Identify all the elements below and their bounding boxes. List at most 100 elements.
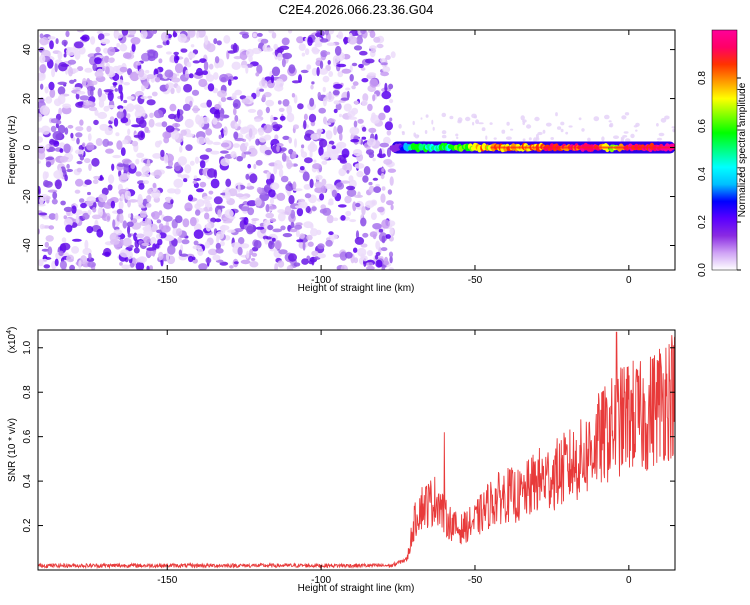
spectrogram-noise-blob	[126, 113, 131, 119]
spectrogram-noise-blob	[338, 168, 347, 177]
spectrogram-noise-blob	[280, 175, 289, 183]
spectrogram-noise-blob	[60, 200, 66, 206]
spectrogram-noise-blob	[194, 71, 205, 76]
spectrogram-noise-blob	[88, 163, 92, 171]
spectrogram-noise-blob	[372, 177, 379, 181]
spectrogram-noise-blob	[142, 180, 149, 185]
spectrogram-noise-blob	[162, 131, 172, 139]
spectrogram-noise-blob	[135, 61, 142, 66]
spectrogram-noise-blob	[233, 107, 237, 116]
spectrogram-noise-blob	[248, 128, 253, 138]
spectrogram-faint-blob	[431, 119, 434, 125]
spectrogram-faint-blob	[555, 112, 558, 117]
spectrogram-noise-blob	[309, 178, 314, 189]
spectrogram-noise-blob	[351, 85, 356, 90]
spectrogram-noise-blob	[380, 264, 387, 268]
spectrogram-noise-blob	[208, 63, 214, 70]
spectrogram-noise-blob	[223, 35, 231, 44]
spectrogram-noise-blob	[380, 173, 385, 180]
spectrogram-noise-blob	[206, 99, 212, 108]
spectrogram-noise-blob	[39, 197, 44, 205]
spectrogram-noise-blob	[246, 185, 255, 190]
spectrogram-faint-blob	[565, 131, 569, 135]
spectrogram-noise-blob	[382, 66, 391, 73]
spectrogram-noise-blob	[123, 164, 130, 173]
spectrogram-noise-blob	[160, 32, 169, 42]
spectrogram-noise-blob	[369, 30, 376, 38]
spectrogram-noise-blob	[52, 191, 58, 200]
spectrogram-noise-blob	[361, 136, 367, 140]
spectrogram-faint-blob	[545, 122, 552, 127]
spectrogram-noise-blob	[359, 50, 368, 56]
snr-y-tick-label: 0.2	[22, 518, 33, 532]
spectrogram-noise-blob	[268, 30, 275, 34]
spectrogram-noise-blob	[352, 81, 359, 86]
spectrogram-noise-blob	[133, 104, 141, 110]
spectrogram-noise-blob	[163, 154, 169, 164]
spectrogram-noise-blob	[48, 81, 55, 91]
spectrogram-noise-blob	[293, 262, 301, 267]
spectrogram-noise-blob	[246, 250, 250, 259]
spectrogram-noise-blob	[326, 143, 333, 148]
spectrogram-noise-blob	[126, 96, 135, 100]
spectrogram-noise-blob	[270, 182, 280, 190]
spectrogram-noise-blob	[177, 173, 182, 178]
spectrogram-noise-blob	[151, 188, 161, 199]
spectrogram-noise-blob	[198, 78, 208, 88]
spectrogram-x-tick-label: -150	[157, 275, 177, 286]
spectrogram-faint-blob	[505, 136, 512, 140]
spectrogram-noise-blob	[310, 84, 314, 90]
spectrogram-faint-blob	[520, 115, 525, 121]
spectrogram-noise-blob	[77, 66, 84, 72]
spectrogram-noise-blob	[264, 238, 269, 245]
spectrogram-noise-blob	[299, 166, 305, 171]
spectrogram-noise-blob	[344, 251, 353, 259]
spectrogram-x-tick-label: -100	[311, 275, 331, 286]
spectrogram-noise-blob	[110, 200, 116, 209]
spectrogram-noise-blob	[137, 256, 148, 263]
spectrogram-noise-blob	[375, 259, 383, 268]
spectrogram-noise-blob	[389, 255, 393, 264]
snr-x-label: Height of straight line (km)	[298, 583, 415, 594]
spectrogram-noise-blob	[133, 134, 141, 138]
spectrogram-noise-blob	[133, 232, 138, 242]
spectrogram-noise-blob	[165, 83, 169, 89]
spectrogram-noise-blob	[234, 115, 239, 123]
spectrogram-noise-blob	[278, 168, 284, 178]
spectrogram-noise-blob	[139, 119, 147, 128]
spectrogram-noise-blob	[58, 107, 62, 116]
spectrogram-noise-blob	[199, 181, 207, 188]
spectrogram-noise-blob	[102, 65, 107, 72]
spectrogram-noise-blob	[276, 192, 286, 201]
spectrogram-faint-blob	[401, 131, 405, 136]
spectrogram-noise-blob	[158, 58, 163, 64]
spectrogram-noise-blob	[58, 61, 68, 72]
spectrogram-noise-blob	[315, 32, 323, 37]
spectrogram-noise-blob	[386, 147, 392, 158]
spectrogram-y-tick-label: 40	[22, 44, 33, 56]
spectrogram-noise-blob	[115, 236, 121, 240]
spectrogram-noise-blob	[198, 168, 204, 176]
spectrogram-noise-blob	[160, 149, 165, 158]
spectrogram-noise-blob	[75, 132, 83, 138]
spectrogram-noise-blob	[366, 250, 373, 257]
spectrogram-noise-blob	[298, 74, 302, 83]
spectrogram-noise-blob	[241, 33, 250, 39]
spectrogram-noise-blob	[307, 241, 314, 247]
spectrogram-noise-blob	[268, 240, 275, 250]
spectrogram-noise-blob	[104, 55, 110, 63]
spectrogram-noise-blob	[79, 198, 85, 203]
spectrogram-noise-blob	[286, 265, 294, 270]
spectrogram-noise-blob	[166, 39, 170, 46]
spectrogram-noise-blob	[225, 191, 231, 201]
spectrogram-noise-blob	[346, 188, 357, 197]
spectrogram-noise-blob	[53, 170, 64, 179]
spectrogram-noise-blob	[347, 35, 358, 45]
spectrogram-noise-blob	[50, 125, 57, 133]
spectrogram-noise-blob	[148, 118, 155, 128]
spectrogram-noise-blob	[183, 178, 188, 183]
spectrogram-noise-blob	[238, 119, 242, 125]
spectrogram-noise-blob	[103, 202, 113, 209]
spectrogram-noise-blob	[134, 109, 143, 119]
spectrogram-faint-blob	[501, 129, 506, 134]
